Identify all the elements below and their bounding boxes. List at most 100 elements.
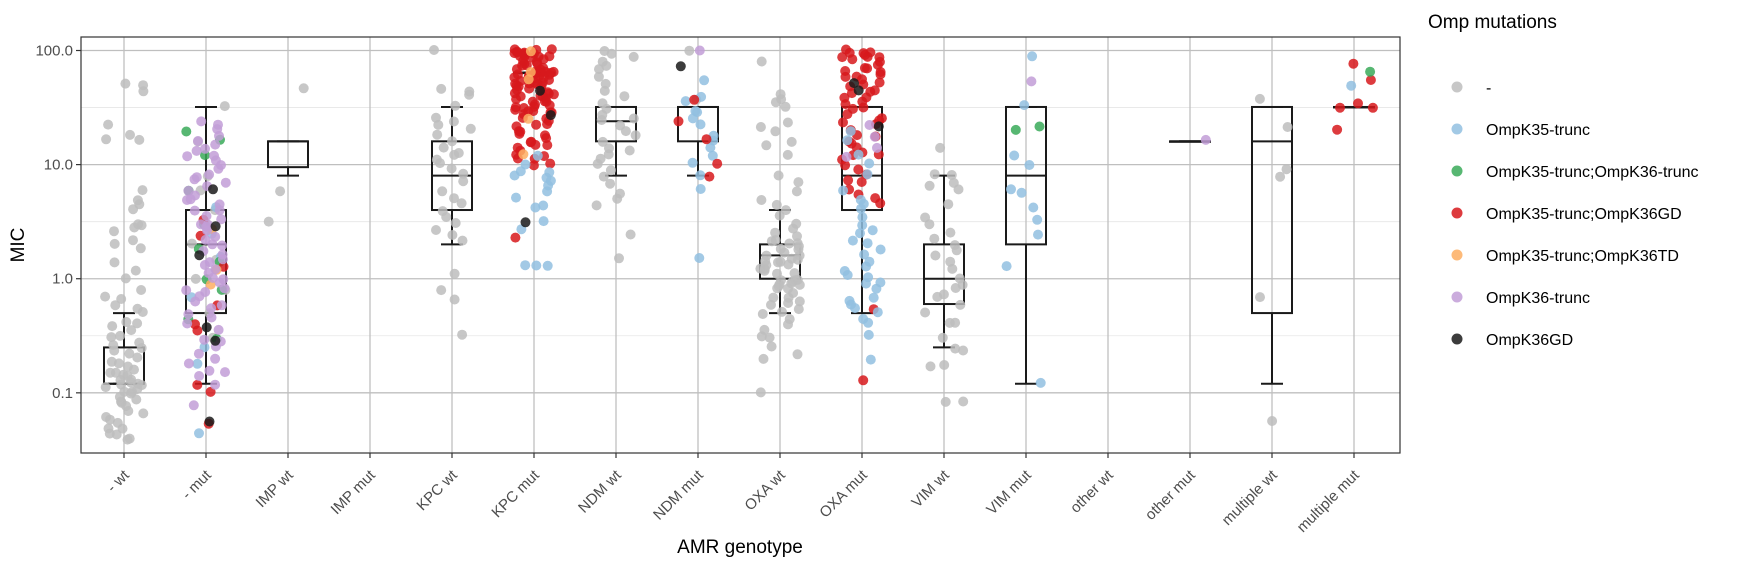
point-none (109, 238, 120, 249)
point-ompk35-trunc (531, 260, 542, 271)
point-ompk35-trunc-ompk36gd (842, 109, 853, 120)
point-none (450, 100, 461, 111)
point-ompk35-trunc-ompk36gd (190, 319, 200, 330)
point-ompk35-trunc (542, 260, 553, 271)
point-ompk36-trunc (219, 283, 230, 294)
point-ompk36-trunc (182, 151, 193, 162)
point-ompk36-trunc (210, 139, 221, 150)
point-ompk35-trunc (842, 270, 853, 280)
point-ompk36gd (849, 78, 859, 89)
point-none (605, 165, 616, 176)
point-none (1282, 122, 1293, 132)
point-none (777, 306, 787, 317)
point-none (105, 367, 116, 378)
point-none (950, 283, 961, 293)
point-ompk35-trunc (865, 354, 876, 365)
point-ompk35-trunc (842, 135, 853, 146)
legend-item-ompk35-trunc: OmpK35-trunc (1451, 122, 1590, 139)
point-none (436, 285, 447, 296)
point-ompk36-trunc (200, 143, 210, 154)
point-none (132, 318, 143, 329)
box-imp-wt (267, 140, 309, 177)
point-none (793, 177, 804, 188)
point-none (449, 268, 460, 279)
point-none (612, 193, 623, 204)
point-ompk35-trunc-ompk36gd (856, 177, 867, 187)
point-ompk36-trunc (182, 318, 193, 329)
point-ompk35-trunc-ompk36gd (840, 71, 851, 82)
point-none (446, 163, 457, 174)
point-ompk36gd (535, 85, 545, 96)
point-none (606, 48, 617, 59)
point-none (593, 71, 604, 82)
point-ompk35-trunc (520, 260, 531, 271)
point-none (766, 236, 777, 247)
legend-label: - (1486, 80, 1491, 97)
point-none (1255, 292, 1265, 303)
point-ompk35-trunc-ompk36td (523, 74, 534, 85)
point-ompk35-trunc (845, 126, 856, 137)
point-none (121, 317, 132, 327)
point-ompk36-trunc (183, 358, 194, 369)
point-none (625, 229, 636, 240)
point-ompk35-trunc (1033, 229, 1043, 240)
point-ompk35-trunc (695, 170, 706, 181)
point-ompk35-trunc-ompk36td (523, 113, 534, 124)
point-none (134, 134, 145, 145)
point-ompk35-trunc-ompk36gd (843, 175, 854, 186)
point-none (447, 136, 458, 147)
point-ompk35-trunc-ompk36gd (840, 99, 851, 110)
point-ompk35-trunc-ompk36gd (530, 139, 541, 150)
point-ompk35-trunc (509, 170, 520, 181)
point-ompk36-trunc (216, 214, 227, 225)
point-none (793, 304, 804, 315)
point-ompk36-trunc (220, 367, 230, 378)
point-none (945, 227, 956, 238)
point-none (598, 171, 609, 182)
point-none (1275, 171, 1286, 182)
point-ompk35-trunc-ompk36gd (862, 63, 873, 74)
point-none (782, 117, 793, 128)
point-ompk35-trunc-ompk36gd (528, 160, 539, 171)
point-ompk35-trunc-ompk36gd (510, 104, 521, 115)
point-none (771, 199, 782, 210)
point-none (950, 343, 961, 354)
point-none (947, 263, 958, 274)
point-none (929, 169, 940, 180)
point-ompk35-trunc-ompk36gd (875, 69, 886, 80)
point-none (432, 129, 443, 140)
point-ompk35-trunc (1028, 202, 1039, 213)
point-ompk35-trunc (1027, 51, 1038, 62)
point-ompk35-trunc (1035, 377, 1046, 388)
point-ompk36-trunc (202, 225, 213, 236)
point-ompk36-trunc (214, 205, 225, 216)
point-none (263, 216, 274, 227)
point-ompk35-trunc-ompk36gd (673, 116, 684, 127)
y-tick-label: 10.0 (44, 157, 73, 174)
point-none (630, 130, 641, 141)
point-none (939, 360, 950, 370)
point-ompk35-trunc-ompk36gd (862, 51, 873, 62)
point-ompk35-trunc-ompk36gd (840, 160, 851, 171)
point-ompk36-trunc (1026, 76, 1037, 87)
point-none (784, 238, 795, 249)
point-none (794, 296, 805, 307)
point-ompk36-trunc (864, 120, 875, 130)
point-none (935, 142, 946, 153)
point-ompk35-trunc (695, 184, 706, 194)
point-none (456, 198, 467, 209)
point-ompk35-trunc (868, 292, 879, 303)
point-none (458, 176, 469, 187)
point-ompk36-trunc (217, 254, 228, 265)
point-none (298, 83, 309, 94)
point-ompk35-trunc (838, 185, 849, 196)
point-ompk36-trunc (217, 240, 228, 251)
y-tick-label: 100.0 (35, 43, 73, 60)
point-none (932, 291, 943, 302)
legend-label: OmpK36-trunc (1486, 290, 1590, 307)
point-none (120, 78, 131, 89)
point-ompk35-trunc (1009, 150, 1020, 161)
point-none (449, 149, 460, 160)
point-none (628, 113, 639, 124)
